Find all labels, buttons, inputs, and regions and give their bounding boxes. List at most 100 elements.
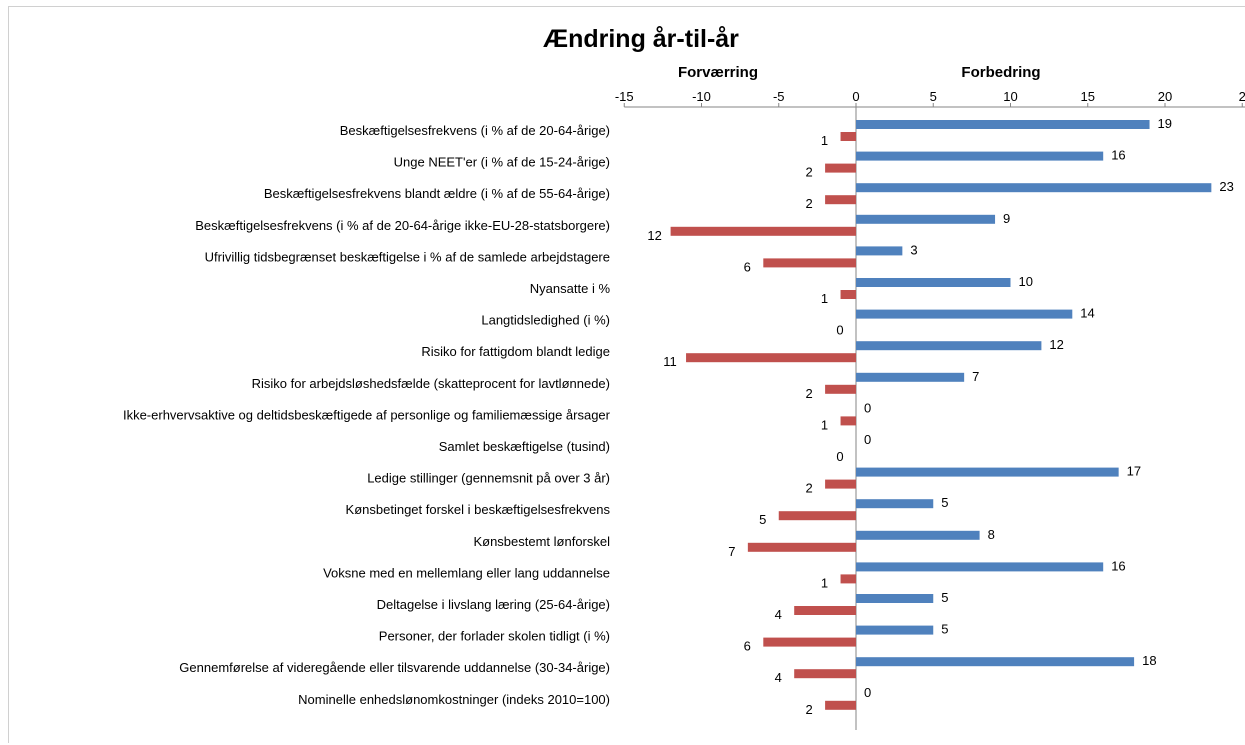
worsening-bar <box>840 416 856 426</box>
improvement-value-label: 16 <box>1111 558 1125 573</box>
category-label: Kønsbetinget forskel i beskæftigelsesfre… <box>346 502 611 517</box>
worsening-bar <box>747 542 856 552</box>
improvement-value-label: 12 <box>1049 337 1063 352</box>
worsening-value-label: 5 <box>759 512 766 527</box>
improvement-value-label: 5 <box>941 622 948 637</box>
category-label: Risiko for fattigdom blandt ledige <box>421 344 610 359</box>
x-tick-label: 2 <box>1239 89 1245 104</box>
improvement-value-label: 14 <box>1080 306 1094 321</box>
bars <box>670 120 1212 710</box>
category-label: Beskæftigelsesfrekvens (i % af de 20-64-… <box>195 218 610 233</box>
worsening-value-label: 0 <box>836 323 843 338</box>
worsening-bar <box>825 479 856 489</box>
improvement-bar <box>856 467 1119 477</box>
worsening-bar <box>763 637 856 647</box>
x-tick-label: 20 <box>1158 89 1172 104</box>
x-tick-label: 10 <box>1003 89 1017 104</box>
worsening-bar <box>825 700 856 710</box>
x-tick-label: 15 <box>1081 89 1095 104</box>
category-label: Nominelle enhedslønomkostninger (indeks … <box>298 692 610 707</box>
improvement-bar <box>856 309 1073 319</box>
worsening-value-label: 2 <box>805 702 812 717</box>
worsening-value-label: 1 <box>821 417 828 432</box>
worsening-bar <box>825 195 856 205</box>
improvement-bar <box>856 151 1104 161</box>
worsening-bar <box>686 353 856 363</box>
worsening-value-label: 6 <box>744 259 751 274</box>
improvement-value-label: 19 <box>1158 116 1172 131</box>
worsening-bar <box>825 384 856 394</box>
worsening-bar <box>840 574 856 584</box>
x-tick-label: -10 <box>692 89 711 104</box>
improvement-bar <box>856 183 1212 193</box>
worsening-value-label: 1 <box>821 133 828 148</box>
category-label: Ufrivillig tidsbegrænset beskæftigelse i… <box>205 249 610 264</box>
worsening-value-label: 6 <box>744 639 751 654</box>
worsening-value-label: 11 <box>663 354 677 369</box>
category-label: Beskæftigelsesfrekvens blandt ældre (i %… <box>264 186 610 201</box>
improvement-value-label: 18 <box>1142 653 1156 668</box>
worsening-value-label: 12 <box>647 228 661 243</box>
worsening-value-label: 4 <box>775 607 782 622</box>
improvement-bar <box>856 657 1135 667</box>
worsening-bar <box>825 163 856 173</box>
improvement-value-label: 3 <box>910 242 917 257</box>
worsening-bar <box>778 511 856 521</box>
category-label: Personer, der forlader skolen tidligt (i… <box>379 629 610 644</box>
category-label: Risiko for arbejdsløshedsfælde (skattepr… <box>252 376 610 391</box>
improvement-bar <box>856 214 996 224</box>
improvement-value-label: 7 <box>972 369 979 384</box>
x-tick-label: 0 <box>852 89 859 104</box>
worsening-bar <box>794 606 856 615</box>
category-label: Voksne med en mellemlang eller lang udda… <box>323 565 610 580</box>
worsening-bar <box>794 669 856 679</box>
improvement-bar <box>856 120 1150 129</box>
category-label: Gennemførelse af videregående eller tils… <box>179 660 610 675</box>
worsening-value-label: 7 <box>728 544 735 559</box>
x-tick-label: -15 <box>615 89 634 104</box>
category-label: Beskæftigelsesfrekvens (i % af de 20-64-… <box>340 123 610 138</box>
category-label: Samlet beskæftigelse (tusind) <box>439 439 610 454</box>
worsening-value-label: 2 <box>805 196 812 211</box>
improvement-value-label: 8 <box>988 527 995 542</box>
category-label: Langtidsledighed (i %) <box>481 313 610 328</box>
worsening-value-label: 2 <box>805 481 812 496</box>
category-label: Unge NEET'er (i % af de 15-24-årige) <box>394 155 610 170</box>
worsening-value-label: 1 <box>821 575 828 590</box>
category-label: Kønsbestemt lønforskel <box>473 534 610 549</box>
worsening-value-label: 1 <box>821 291 828 306</box>
worsening-bar <box>763 258 856 268</box>
improvement-value-label: 0 <box>864 685 871 700</box>
category-label: Deltagelse i livslang læring (25-64-årig… <box>377 597 610 612</box>
data-labels: 1911622329123610114012117201001725587161… <box>647 116 1233 717</box>
worsening-header: Forværring <box>678 64 758 81</box>
improvement-bar <box>856 372 965 382</box>
x-tick-label: 5 <box>930 89 937 104</box>
worsening-value-label: 4 <box>775 670 782 685</box>
category-labels: Beskæftigelsesfrekvens (i % af de 20-64-… <box>123 123 611 707</box>
worsening-value-label: 0 <box>836 449 843 464</box>
improvement-value-label: 5 <box>941 590 948 605</box>
improvement-header: Forbedring <box>961 64 1040 81</box>
improvement-value-label: 5 <box>941 495 948 510</box>
improvement-value-label: 17 <box>1127 464 1141 479</box>
worsening-bar <box>840 132 856 141</box>
improvement-bar <box>856 341 1042 351</box>
category-label: Ikke-erhvervsaktive og deltidsbeskæftige… <box>123 407 611 422</box>
worsening-bar <box>670 226 856 236</box>
improvement-value-label: 0 <box>864 432 871 447</box>
chart-title: Ændring år-til-år <box>543 25 739 53</box>
improvement-value-label: 10 <box>1019 274 1033 289</box>
improvement-bar <box>856 246 903 256</box>
improvement-bar <box>856 278 1011 287</box>
improvement-value-label: 23 <box>1219 179 1233 194</box>
worsening-value-label: 2 <box>805 386 812 401</box>
improvement-bar <box>856 499 934 509</box>
improvement-value-label: 16 <box>1111 148 1125 163</box>
x-tick-label: -5 <box>773 89 785 104</box>
category-label: Nyansatte i % <box>530 281 611 296</box>
chart-frame <box>8 6 1245 743</box>
improvement-bar <box>856 625 934 635</box>
